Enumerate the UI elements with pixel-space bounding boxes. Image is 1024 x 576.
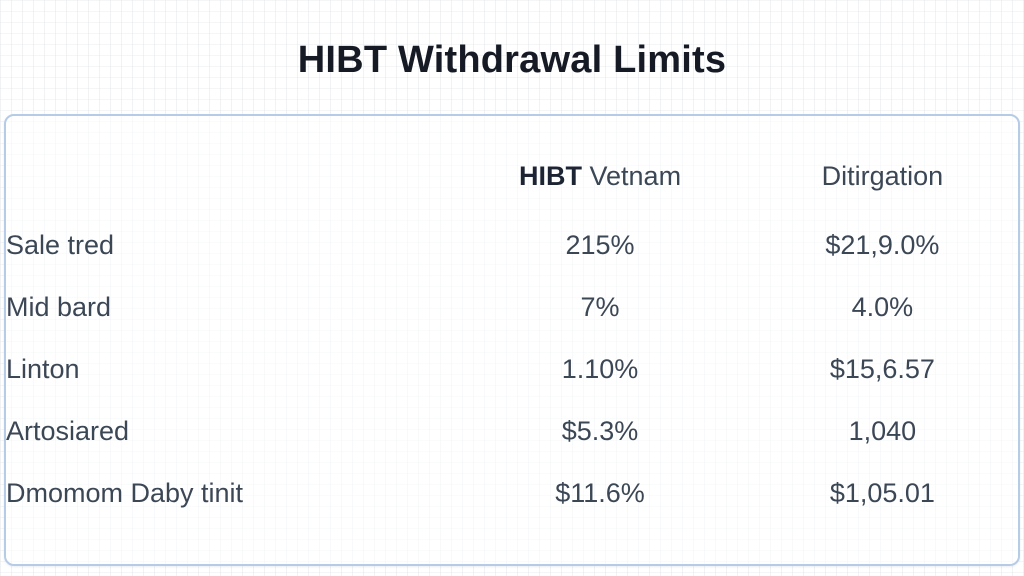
table-row: Sale tred 215% $21,9.0% (6, 208, 1018, 276)
row-value-ditirgation: $21,9.0% (825, 230, 940, 260)
row-label: Dmomom Daby tinit (6, 478, 244, 508)
row-value-hibt-vetnam: 215% (565, 230, 635, 260)
row-value-ditirgation: $1,05.01 (829, 478, 935, 508)
row-value-hibt-vetnam: $5.3% (561, 416, 639, 446)
row-value-hibt-vetnam: $11.6% (555, 478, 645, 508)
page-title: HIBT Withdrawal Limits (297, 39, 727, 81)
row-value-ditirgation: 4.0% (851, 292, 914, 322)
withdrawal-limits-table: HIBT Vetnam Ditirgation Sale tred 215% $… (6, 116, 1018, 524)
table-header: HIBT Vetnam Ditirgation (6, 116, 1018, 208)
row-label: Mid bard (6, 292, 112, 322)
row-value-ditirgation: $15,6.57 (829, 354, 935, 384)
row-value-hibt-vetnam: 1.10% (561, 354, 639, 384)
column-header-ditirgation: Ditirgation (821, 161, 944, 191)
row-value-hibt-vetnam: 7% (580, 292, 620, 322)
column-header-vetnam-text: Vetnam (582, 161, 682, 191)
row-label: Artosiared (6, 416, 130, 446)
column-header-hibt-brand: HIBT (519, 161, 582, 191)
table-row: Mid bard 7% 4.0% (6, 276, 1018, 338)
table-row: Dmomom Daby tinit $11.6% $1,05.01 (6, 462, 1018, 524)
column-header-hibt-vetnam: HIBT Vetnam (453, 116, 746, 208)
table-row: Linton 1.10% $15,6.57 (6, 338, 1018, 400)
table-row: Artosiared $5.3% 1,040 (6, 400, 1018, 462)
withdrawal-limits-card: HIBT Vetnam Ditirgation Sale tred 215% $… (4, 114, 1020, 566)
row-value-ditirgation: 1,040 (848, 416, 917, 446)
table-header-row: HIBT Vetnam Ditirgation (6, 116, 1018, 208)
column-header-label (6, 116, 453, 208)
table-body: Sale tred 215% $21,9.0% Mid bard 7% 4.0%… (6, 208, 1018, 524)
row-label: Linton (6, 354, 80, 384)
row-label: Sale tred (6, 230, 115, 260)
